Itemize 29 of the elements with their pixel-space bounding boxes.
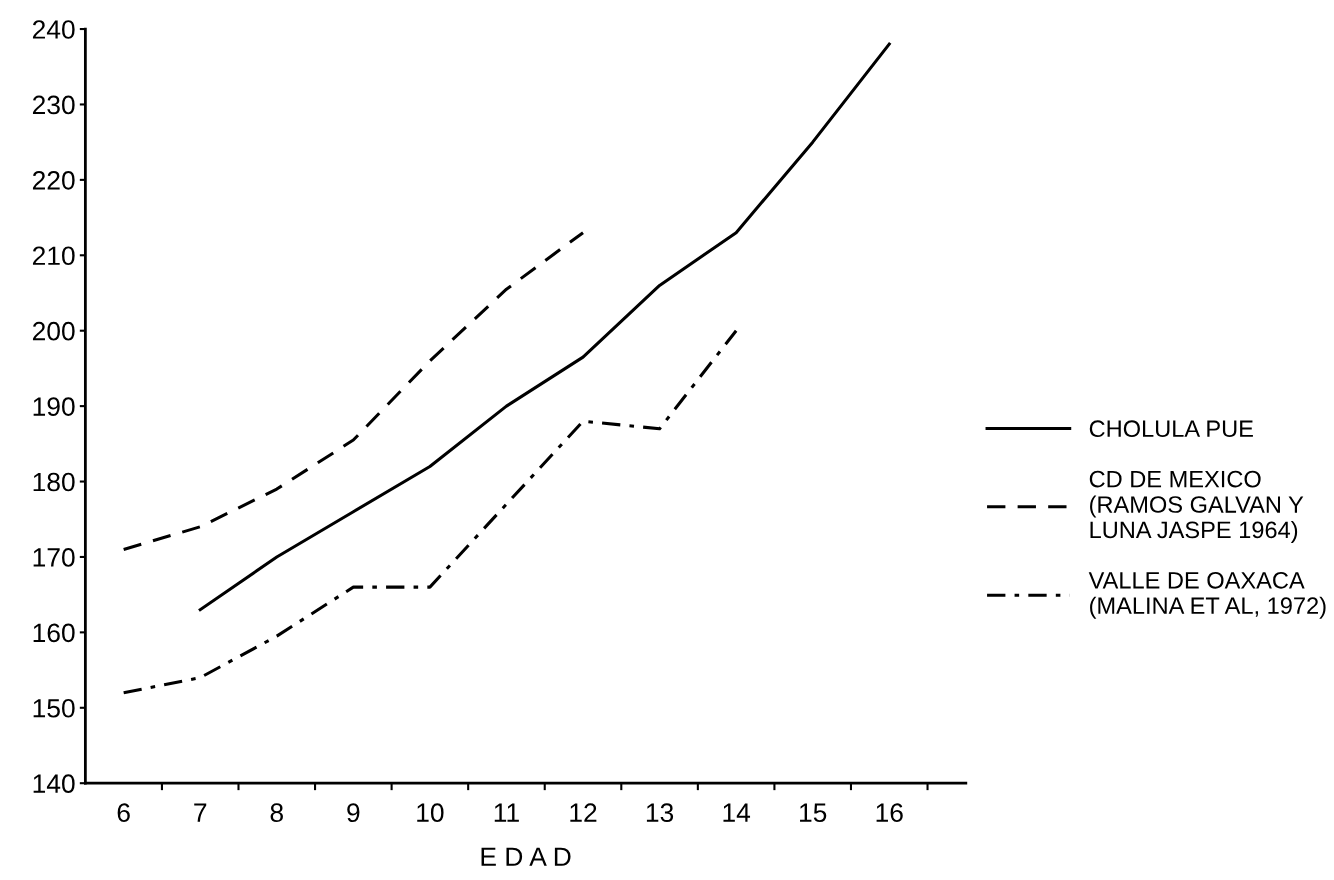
legend-label: CD DE MEXICO (RAMOS GALVAN Y LUNA JASPE 1964) bbox=[1089, 470, 1304, 543]
legend-label: VALLE DE OAXACA (MALINA ET AL, 1972) bbox=[1088, 571, 1326, 619]
y-tick-label: 220 bbox=[32, 171, 75, 190]
x-tick-label: 6 bbox=[117, 803, 130, 823]
x-tick-label: 15 bbox=[800, 803, 827, 823]
y-tick-label: 210 bbox=[32, 246, 75, 266]
x-tick-label: 7 bbox=[194, 803, 207, 822]
x-tick-label: 14 bbox=[723, 803, 751, 822]
y-tick-label: 150 bbox=[33, 698, 75, 718]
y-tick-label: 140 bbox=[33, 774, 75, 794]
line-series bbox=[122, 329, 738, 695]
x-tick-label: 10 bbox=[417, 803, 444, 823]
x-axis-title: E D A D bbox=[481, 847, 571, 866]
line-series bbox=[198, 42, 891, 612]
x-tick-label: 13 bbox=[646, 803, 674, 823]
y-tick-label: 200 bbox=[32, 321, 75, 341]
y-tick-label: 160 bbox=[33, 623, 75, 643]
legend-label: CHOLULA PUE bbox=[1089, 420, 1253, 438]
x-tick-label: 11 bbox=[494, 803, 519, 822]
y-tick-label: 190 bbox=[33, 397, 75, 416]
line-series bbox=[122, 231, 585, 551]
x-tick-label: 9 bbox=[347, 803, 360, 823]
y-tick-label: 240 bbox=[32, 20, 75, 39]
x-tick-label: 12 bbox=[570, 803, 597, 822]
x-tick-label: 16 bbox=[876, 803, 903, 823]
y-tick-label: 170 bbox=[33, 548, 75, 567]
y-tick-label: 230 bbox=[32, 95, 75, 115]
x-tick-label: 8 bbox=[270, 803, 283, 823]
y-tick-label: 180 bbox=[33, 472, 75, 492]
